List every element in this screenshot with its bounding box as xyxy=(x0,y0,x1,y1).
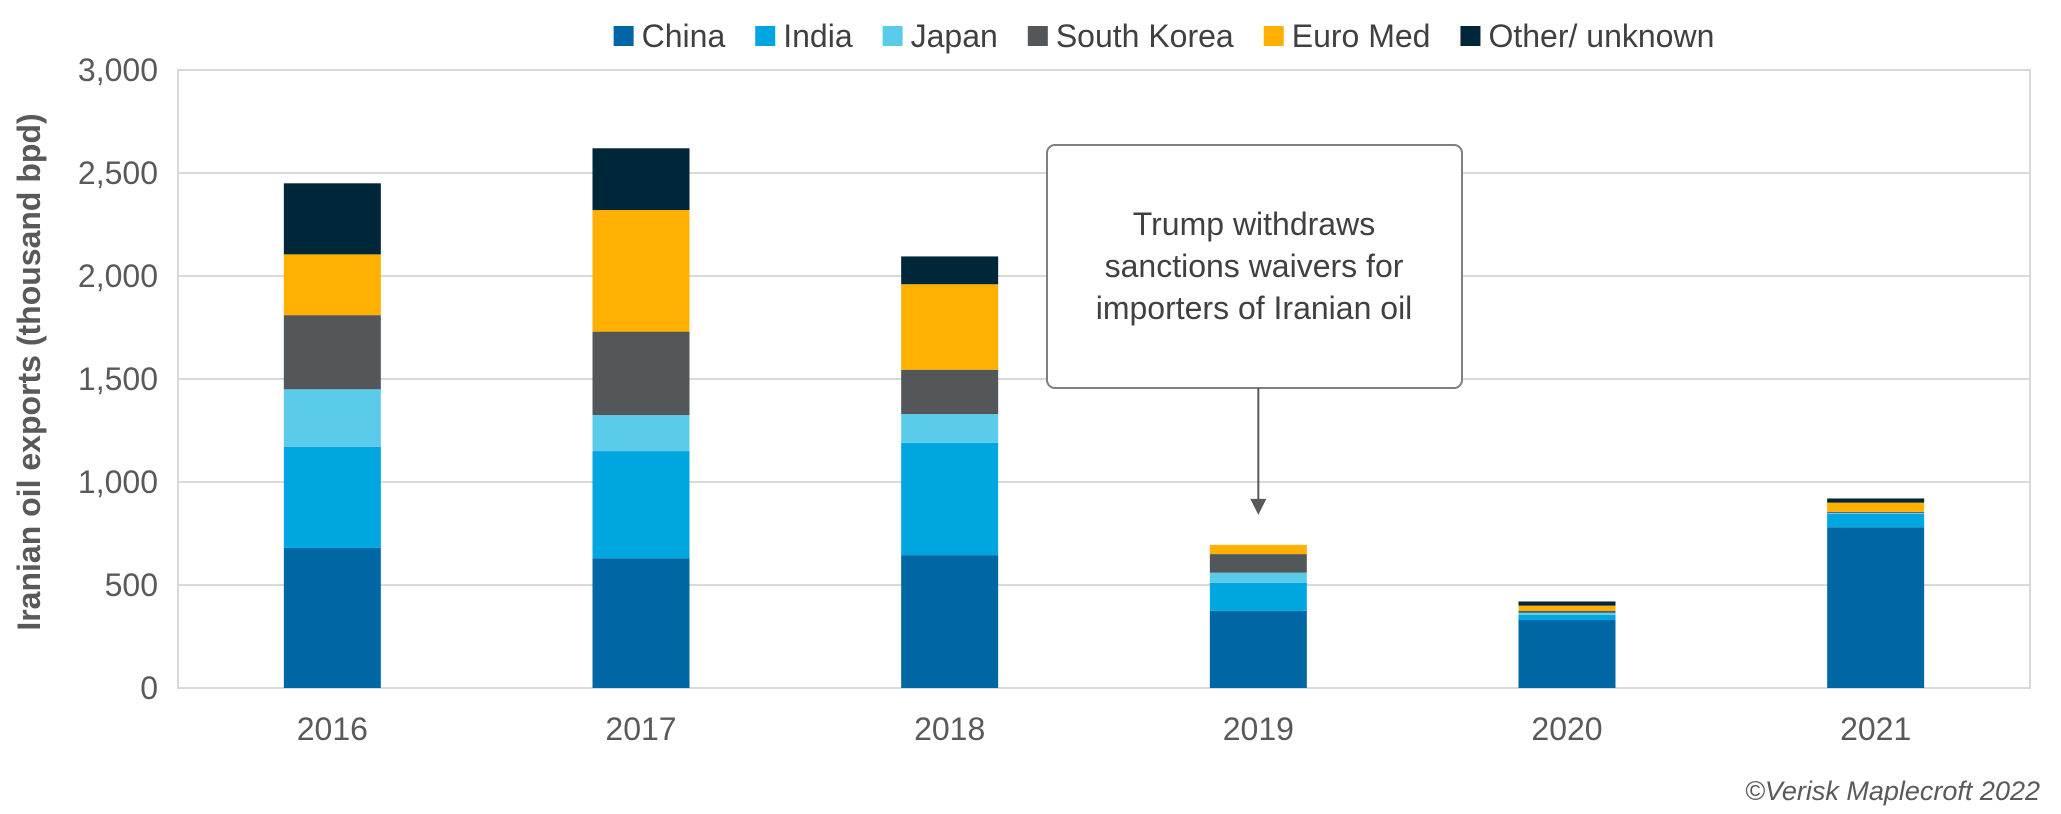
legend-swatch-other-unknown xyxy=(1460,26,1481,46)
y-tick-label: 1,500 xyxy=(78,361,158,397)
bar-japan-2018 xyxy=(901,414,999,443)
bar-china-2019 xyxy=(1209,610,1307,688)
annotation-box xyxy=(1046,144,1463,389)
bars xyxy=(283,148,1925,688)
y-axis-label: Iranian oil exports (thousand bpd) xyxy=(11,113,47,630)
bar-india-2017 xyxy=(592,451,690,559)
annotation: Trump withdraws sanctions waivers for im… xyxy=(1046,144,1463,515)
legend-swatch-china xyxy=(613,26,634,46)
x-tick-label: 2017 xyxy=(605,711,676,747)
bar-south-korea-2021 xyxy=(1827,511,1925,513)
x-tick-label: 2020 xyxy=(1531,711,1602,747)
y-axis-ticks: 0 500 1,000 1,500 2,000 2,500 3,000 xyxy=(78,52,158,706)
bar-japan-2017 xyxy=(592,415,690,452)
legend-swatch-japan xyxy=(882,26,903,46)
bar-india-2016 xyxy=(283,446,381,548)
legend-label-other-unknown: Other/ unknown xyxy=(1488,18,1714,54)
bar-south-korea-2018 xyxy=(901,369,999,415)
bar-other-unknown-2016 xyxy=(283,183,381,255)
legend-label-china: China xyxy=(642,18,726,54)
bar-other-unknown-2021 xyxy=(1827,498,1925,503)
annotation-line-2: sanctions waivers for xyxy=(1105,248,1404,284)
legend-swatch-india xyxy=(755,26,776,46)
credit: ©Verisk Maplecroft 2022 xyxy=(1745,776,2040,806)
bar-south-korea-2019 xyxy=(1209,554,1307,573)
y-tick-label: 2,000 xyxy=(78,258,158,294)
bar-india-2019 xyxy=(1209,582,1307,611)
y-tick-label: 500 xyxy=(105,567,158,603)
gridlines xyxy=(177,69,2031,689)
x-tick-label: 2016 xyxy=(297,711,368,747)
legend-label-japan: Japan xyxy=(911,18,998,54)
x-tick-label: 2018 xyxy=(914,711,985,747)
bar-india-2021 xyxy=(1827,513,1925,528)
bar-other-unknown-2018 xyxy=(901,256,999,285)
bar-south-korea-2020 xyxy=(1518,610,1616,613)
bar-euro-med-2019 xyxy=(1209,544,1307,555)
annotation-line-3: importers of Iranian oil xyxy=(1096,290,1413,326)
annotation-line-1: Trump withdraws xyxy=(1133,206,1375,242)
bar-south-korea-2017 xyxy=(592,331,690,416)
x-tick-label: 2019 xyxy=(1223,711,1294,747)
y-tick-label: 2,500 xyxy=(78,155,158,191)
y-tick-label: 0 xyxy=(140,670,158,706)
bar-euro-med-2016 xyxy=(283,254,381,316)
legend-label-india: India xyxy=(783,18,853,54)
y-tick-label: 1,000 xyxy=(78,464,158,500)
bar-other-unknown-2017 xyxy=(592,148,690,211)
bar-china-2020 xyxy=(1518,620,1616,688)
bar-japan-2020 xyxy=(1518,612,1616,615)
bar-japan-2016 xyxy=(283,389,381,447)
annotation-arrow-head xyxy=(1250,498,1267,515)
bar-japan-2019 xyxy=(1209,572,1307,583)
bar-china-2018 xyxy=(901,555,999,688)
bar-south-korea-2016 xyxy=(283,315,381,390)
bar-euro-med-2018 xyxy=(901,284,999,370)
legend-label-south-korea: South Korea xyxy=(1056,18,1234,54)
legend-swatch-euro-med xyxy=(1263,26,1284,46)
bar-china-2017 xyxy=(592,558,690,688)
legend-swatch-south-korea xyxy=(1027,26,1048,46)
bar-euro-med-2017 xyxy=(592,210,690,332)
bar-other-unknown-2020 xyxy=(1518,601,1616,606)
x-tick-label: 2021 xyxy=(1840,711,1911,747)
y-tick-label: 3,000 xyxy=(78,52,158,88)
bar-japan-2021 xyxy=(1827,512,1925,514)
legend: China India Japan South Korea Euro Med Other/… xyxy=(613,18,1714,54)
bar-china-2021 xyxy=(1827,527,1925,688)
bar-india-2020 xyxy=(1518,614,1616,621)
x-axis-ticks: 2016 2017 2018 2019 2020 2021 xyxy=(297,711,1912,747)
legend-label-euro-med: Euro Med xyxy=(1292,18,1431,54)
bar-euro-med-2021 xyxy=(1827,502,1925,512)
bar-india-2018 xyxy=(901,442,999,556)
bar-euro-med-2020 xyxy=(1518,605,1616,611)
bar-china-2016 xyxy=(283,547,381,688)
